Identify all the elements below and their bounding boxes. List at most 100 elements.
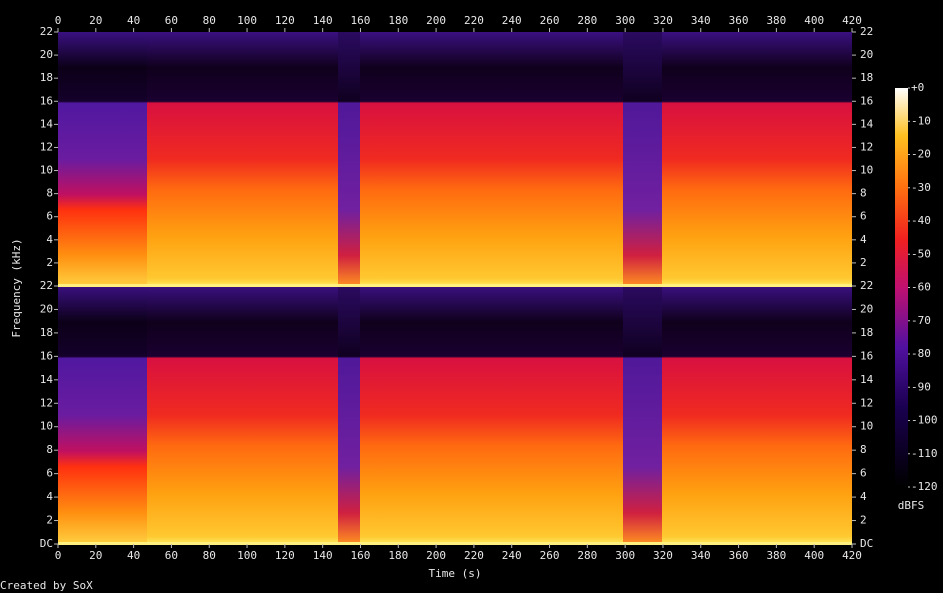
- x-tick-label: 340: [691, 14, 711, 27]
- x-tick-label: 420: [842, 14, 862, 27]
- y-tick-label: 22: [40, 25, 53, 38]
- y-tick-label: 18: [860, 326, 873, 339]
- y-tick-label: 20: [40, 302, 53, 315]
- colorbar-tick-label: -110: [911, 447, 938, 460]
- x-tick-label: 40: [127, 14, 140, 27]
- x-tick-label: 220: [464, 549, 484, 562]
- x-tick-label: 220: [464, 14, 484, 27]
- y-tick-label: 18: [40, 71, 53, 84]
- colorbar-tick-label: -80: [911, 347, 931, 360]
- colorbar-tick-label: -10: [911, 114, 931, 127]
- y-tick-label: 6: [46, 210, 53, 223]
- x-tick-label: 380: [766, 549, 786, 562]
- y-tick-label: 8: [860, 187, 867, 200]
- x-tick-label: 420: [842, 549, 862, 562]
- colorbar: [895, 88, 908, 487]
- colorbar-tick-label: -90: [911, 380, 931, 393]
- y-tick-label: 10: [40, 420, 53, 433]
- y-tick-label: 14: [40, 373, 54, 386]
- x-tick-label: 80: [203, 549, 216, 562]
- colorbar-tick-label: -30: [911, 181, 931, 194]
- y-tick-label: 4: [46, 490, 53, 503]
- y-tick-label: 22: [860, 279, 873, 292]
- x-tick-label: 160: [351, 14, 371, 27]
- y-tick-label: 14: [40, 117, 54, 130]
- y-tick-label: 10: [860, 164, 873, 177]
- colorbar-tick-label: -20: [911, 148, 931, 161]
- y-tick-label: 20: [860, 302, 873, 315]
- y-tick-label: 20: [40, 48, 53, 61]
- x-tick-label: 260: [540, 14, 560, 27]
- x-tick-label: 120: [275, 14, 295, 27]
- x-tick-label: 140: [313, 549, 333, 562]
- y-tick-label: 18: [40, 326, 53, 339]
- y-tick-label: 12: [40, 140, 53, 153]
- x-tick-label: 140: [313, 14, 333, 27]
- y-axis-label: Frequency (kHz): [10, 238, 23, 337]
- x-tick-label: 20: [89, 549, 102, 562]
- x-tick-label: 180: [388, 549, 408, 562]
- y-tick-label: DC: [860, 537, 873, 550]
- y-tick-label: 6: [860, 210, 867, 223]
- x-tick-label: 80: [203, 14, 216, 27]
- colorbar-label: dBFS: [898, 499, 925, 512]
- y-tick-label: 6: [860, 467, 867, 480]
- x-axis-label: Time (s): [429, 567, 482, 580]
- y-tick-label: 2: [46, 256, 53, 269]
- x-tick-label: 340: [691, 549, 711, 562]
- colorbar-tick-label: -50: [911, 247, 931, 260]
- y-tick-label: 22: [40, 279, 53, 292]
- colorbar-tick-label: -60: [911, 281, 931, 294]
- y-tick-label: 8: [46, 443, 53, 456]
- x-tick-label: 160: [351, 549, 371, 562]
- x-tick-label: 100: [237, 14, 257, 27]
- y-tick-label: DC: [40, 537, 53, 550]
- y-tick-label: 22: [860, 25, 873, 38]
- y-tick-label: 4: [46, 233, 53, 246]
- y-tick-label: 12: [860, 396, 873, 409]
- x-tick-label: 380: [766, 14, 786, 27]
- x-tick-label: 360: [729, 549, 749, 562]
- y-tick-label: 16: [40, 349, 53, 362]
- x-tick-label: 280: [577, 549, 597, 562]
- colorbar-tick-label: -70: [911, 314, 931, 327]
- y-tick-label: 8: [860, 443, 867, 456]
- x-tick-label: 120: [275, 549, 295, 562]
- y-tick-label: 2: [46, 514, 53, 527]
- channel-2: [58, 286, 852, 544]
- colorbar-tick-label: -120: [911, 480, 938, 493]
- y-tick-label: 14: [860, 117, 874, 130]
- x-tick-label: 180: [388, 14, 408, 27]
- x-tick-label: 260: [540, 549, 560, 562]
- x-tick-label: 300: [615, 549, 635, 562]
- y-tick-label: 20: [860, 48, 873, 61]
- y-tick-label: 8: [46, 187, 53, 200]
- x-tick-label: 60: [165, 549, 178, 562]
- channel-1: [58, 32, 852, 286]
- y-tick-label: 10: [40, 164, 53, 177]
- colorbar-tick-label: +0: [911, 81, 924, 94]
- y-tick-label: 18: [860, 71, 873, 84]
- spectrogram-image: [58, 32, 852, 545]
- x-tick-label: 60: [165, 14, 178, 27]
- y-tick-label: 2: [860, 514, 867, 527]
- x-tick-label: 280: [577, 14, 597, 27]
- y-tick-label: 4: [860, 490, 867, 503]
- y-tick-label: 12: [40, 396, 53, 409]
- y-tick-label: 16: [860, 349, 873, 362]
- x-tick-label: 240: [502, 549, 522, 562]
- x-tick-label: 400: [804, 14, 824, 27]
- x-tick-label: 100: [237, 549, 257, 562]
- y-tick-label: 4: [860, 233, 867, 246]
- x-tick-label: 200: [426, 14, 446, 27]
- y-tick-label: 6: [46, 467, 53, 480]
- x-tick-label: 400: [804, 549, 824, 562]
- y-tick-label: 14: [860, 373, 874, 386]
- y-tick-label: 16: [40, 94, 53, 107]
- x-tick-label: 300: [615, 14, 635, 27]
- y-tick-label: 16: [860, 94, 873, 107]
- y-tick-label: 12: [860, 140, 873, 153]
- y-tick-label: 10: [860, 420, 873, 433]
